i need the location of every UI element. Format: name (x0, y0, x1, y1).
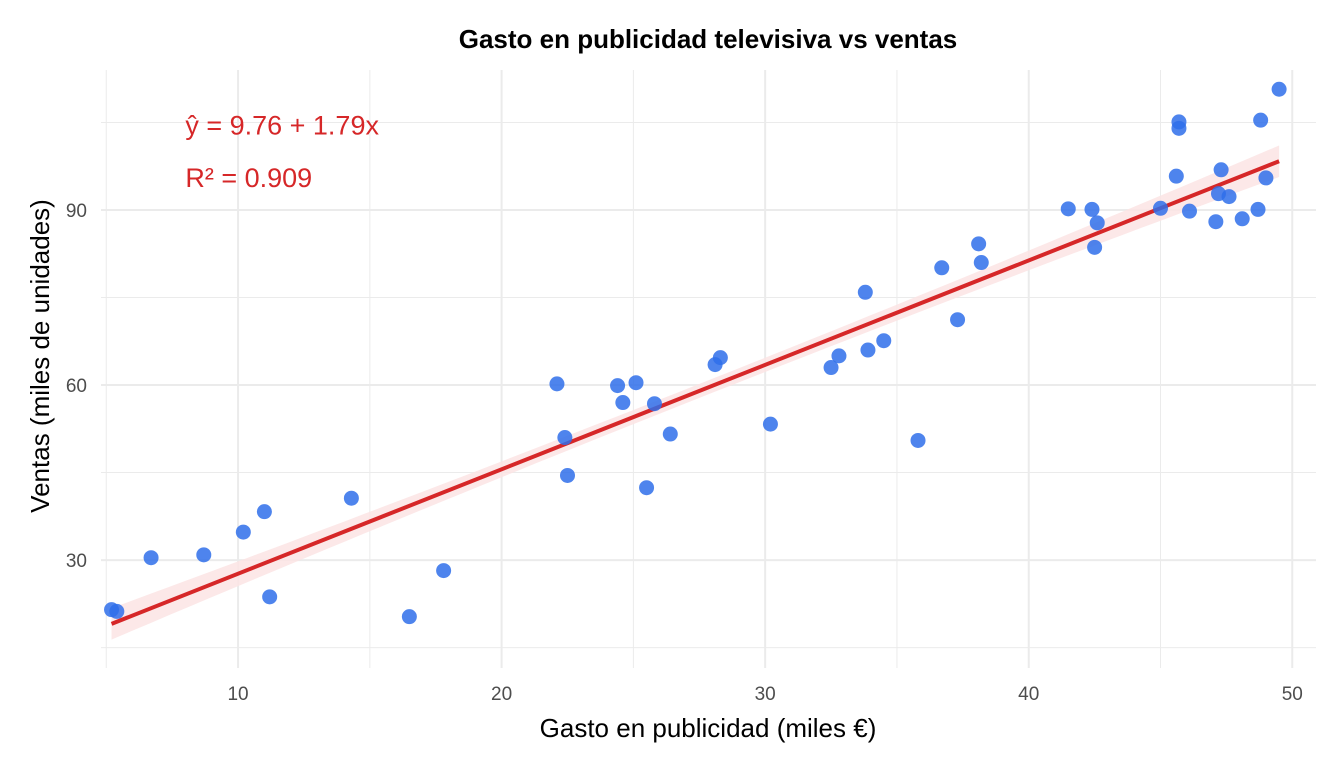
data-point (857, 284, 873, 300)
y-axis-title: Ventas (miles de unidades) (25, 199, 55, 513)
data-point (662, 426, 678, 442)
data-point (973, 255, 989, 271)
data-point (1213, 162, 1229, 178)
data-point (1253, 112, 1269, 128)
data-point (401, 609, 417, 625)
data-point (610, 378, 626, 394)
y-tick-label: 90 (66, 201, 87, 222)
data-point (436, 563, 452, 579)
annotation-text: R² = 0.909 (185, 163, 312, 193)
data-point (860, 342, 876, 358)
data-point (1271, 81, 1287, 97)
data-point (1084, 201, 1100, 217)
data-point (971, 236, 987, 252)
data-point (1221, 189, 1237, 205)
data-point (549, 376, 565, 392)
data-point (1181, 203, 1197, 219)
data-point (1060, 201, 1076, 217)
x-tick-label: 40 (1018, 684, 1039, 705)
x-axis-ticks: 10 20 30 40 50 (227, 684, 1302, 705)
data-point (1089, 215, 1105, 231)
data-point (1234, 211, 1250, 227)
y-tick-label: 30 (66, 551, 87, 572)
data-point (615, 395, 631, 411)
data-point (934, 260, 950, 276)
data-point (557, 430, 573, 446)
regression-line (110, 159, 1280, 626)
grid-major-lines (101, 70, 1316, 668)
x-tick-label: 30 (755, 684, 776, 705)
data-point (1258, 170, 1274, 186)
data-point (639, 480, 655, 496)
data-point (712, 350, 728, 366)
data-point (196, 547, 212, 563)
y-tick-label: 60 (66, 376, 87, 397)
x-tick-label: 50 (1282, 684, 1303, 705)
chart-title: Gasto en publicidad televisiva vs ventas (459, 24, 958, 54)
annotation-text: ŷ = 9.76 + 1.79x (185, 110, 379, 140)
data-point (1153, 200, 1169, 216)
data-point (559, 467, 575, 483)
data-point (109, 603, 125, 619)
data-point (1087, 239, 1103, 255)
data-point (876, 333, 892, 349)
data-point (256, 504, 272, 520)
data-point (831, 348, 847, 364)
data-point (762, 416, 778, 432)
data-point (910, 432, 926, 448)
data-point (143, 550, 159, 566)
grid-minor-lines (101, 70, 1316, 668)
data-point (950, 312, 966, 328)
data-point (262, 589, 278, 605)
data-point (646, 396, 662, 412)
data-point (1171, 120, 1187, 136)
data-points (104, 81, 1287, 625)
data-point (628, 375, 644, 391)
x-axis-title: Gasto en publicidad (miles €) (540, 713, 877, 743)
x-tick-label: 20 (491, 684, 512, 705)
data-point (1208, 214, 1224, 230)
data-point (1250, 201, 1266, 217)
data-point (343, 490, 359, 506)
data-point (823, 360, 839, 376)
y-axis-ticks: 30 60 90 (66, 201, 87, 572)
annotations: ŷ = 9.76 + 1.79x R² = 0.909 (185, 110, 379, 193)
data-point (1168, 168, 1184, 184)
data-point (235, 524, 251, 540)
x-tick-label: 10 (227, 684, 248, 705)
